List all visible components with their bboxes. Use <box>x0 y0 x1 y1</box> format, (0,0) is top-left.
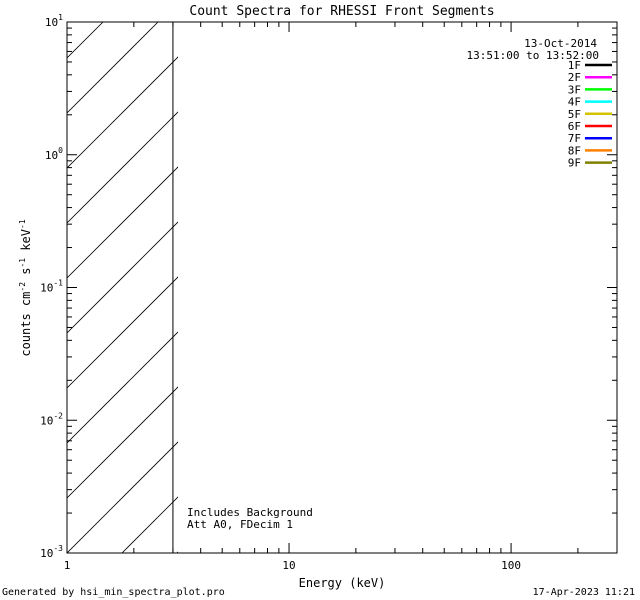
chart-title: Count Spectra for RHESSI Front Segments <box>189 4 494 19</box>
y-tick-label: 10-1 <box>40 279 63 295</box>
hatch-line <box>121 496 178 553</box>
plot-frame <box>66 21 618 554</box>
y-tick-label: 10-3 <box>40 544 63 560</box>
legend-label: 9F <box>568 157 581 170</box>
hatch-line <box>67 331 178 444</box>
hatch-line <box>397 0 640 553</box>
hatch-line <box>452 0 640 553</box>
background-hatch-region <box>67 0 640 553</box>
hatch-line <box>342 0 640 553</box>
y-tick-label: 100 <box>45 146 63 162</box>
hatch-line <box>67 386 178 499</box>
hatch-line <box>67 221 178 334</box>
hatch-line <box>67 0 640 3</box>
annotation-line-1: Includes Background <box>187 506 313 519</box>
y-tick-label: 101 <box>45 13 63 29</box>
x-tick-label: 10 <box>282 559 295 572</box>
x-tick-label: 1 <box>64 559 71 572</box>
observation-time-range: 13:51:00 to 13:52:00 <box>467 49 599 62</box>
hatch-line <box>287 0 640 553</box>
legend-label: 4F <box>568 96 581 109</box>
x-tick-label: 100 <box>501 559 521 572</box>
legend-label: 5F <box>568 108 581 121</box>
observation-date: 13-Oct-2014 <box>524 37 597 50</box>
y-axis-label: counts cm-2 s-1 keV-1 <box>18 219 33 356</box>
legend-label: 1F <box>568 59 581 72</box>
y-axis: 10-3 10-2 10-1 100 101 <box>40 13 617 560</box>
legend-label: 7F <box>568 132 581 145</box>
hatch-line <box>67 166 178 279</box>
legend-label: 2F <box>568 71 581 84</box>
timestamp-footer: 17-Apr-2023 11:21 <box>533 587 635 598</box>
x-axis-label: Energy (keV) <box>299 576 386 590</box>
hatch-line <box>67 441 178 553</box>
y-tick-label: 10-2 <box>40 411 63 427</box>
hatch-line <box>67 111 178 224</box>
annotation-line-2: Att A0, FDecim 1 <box>187 518 293 531</box>
legend-label: 6F <box>568 120 581 133</box>
x-axis: 1 10 100 <box>64 22 618 572</box>
hatch-line <box>67 276 178 389</box>
generated-by-footer: Generated by hsi_min_spectra_plot.pro <box>2 587 225 598</box>
legend-label: 3F <box>568 83 581 96</box>
hatch-line <box>67 56 178 169</box>
legend-label: 8F <box>568 144 581 157</box>
hatch-line <box>617 0 640 553</box>
